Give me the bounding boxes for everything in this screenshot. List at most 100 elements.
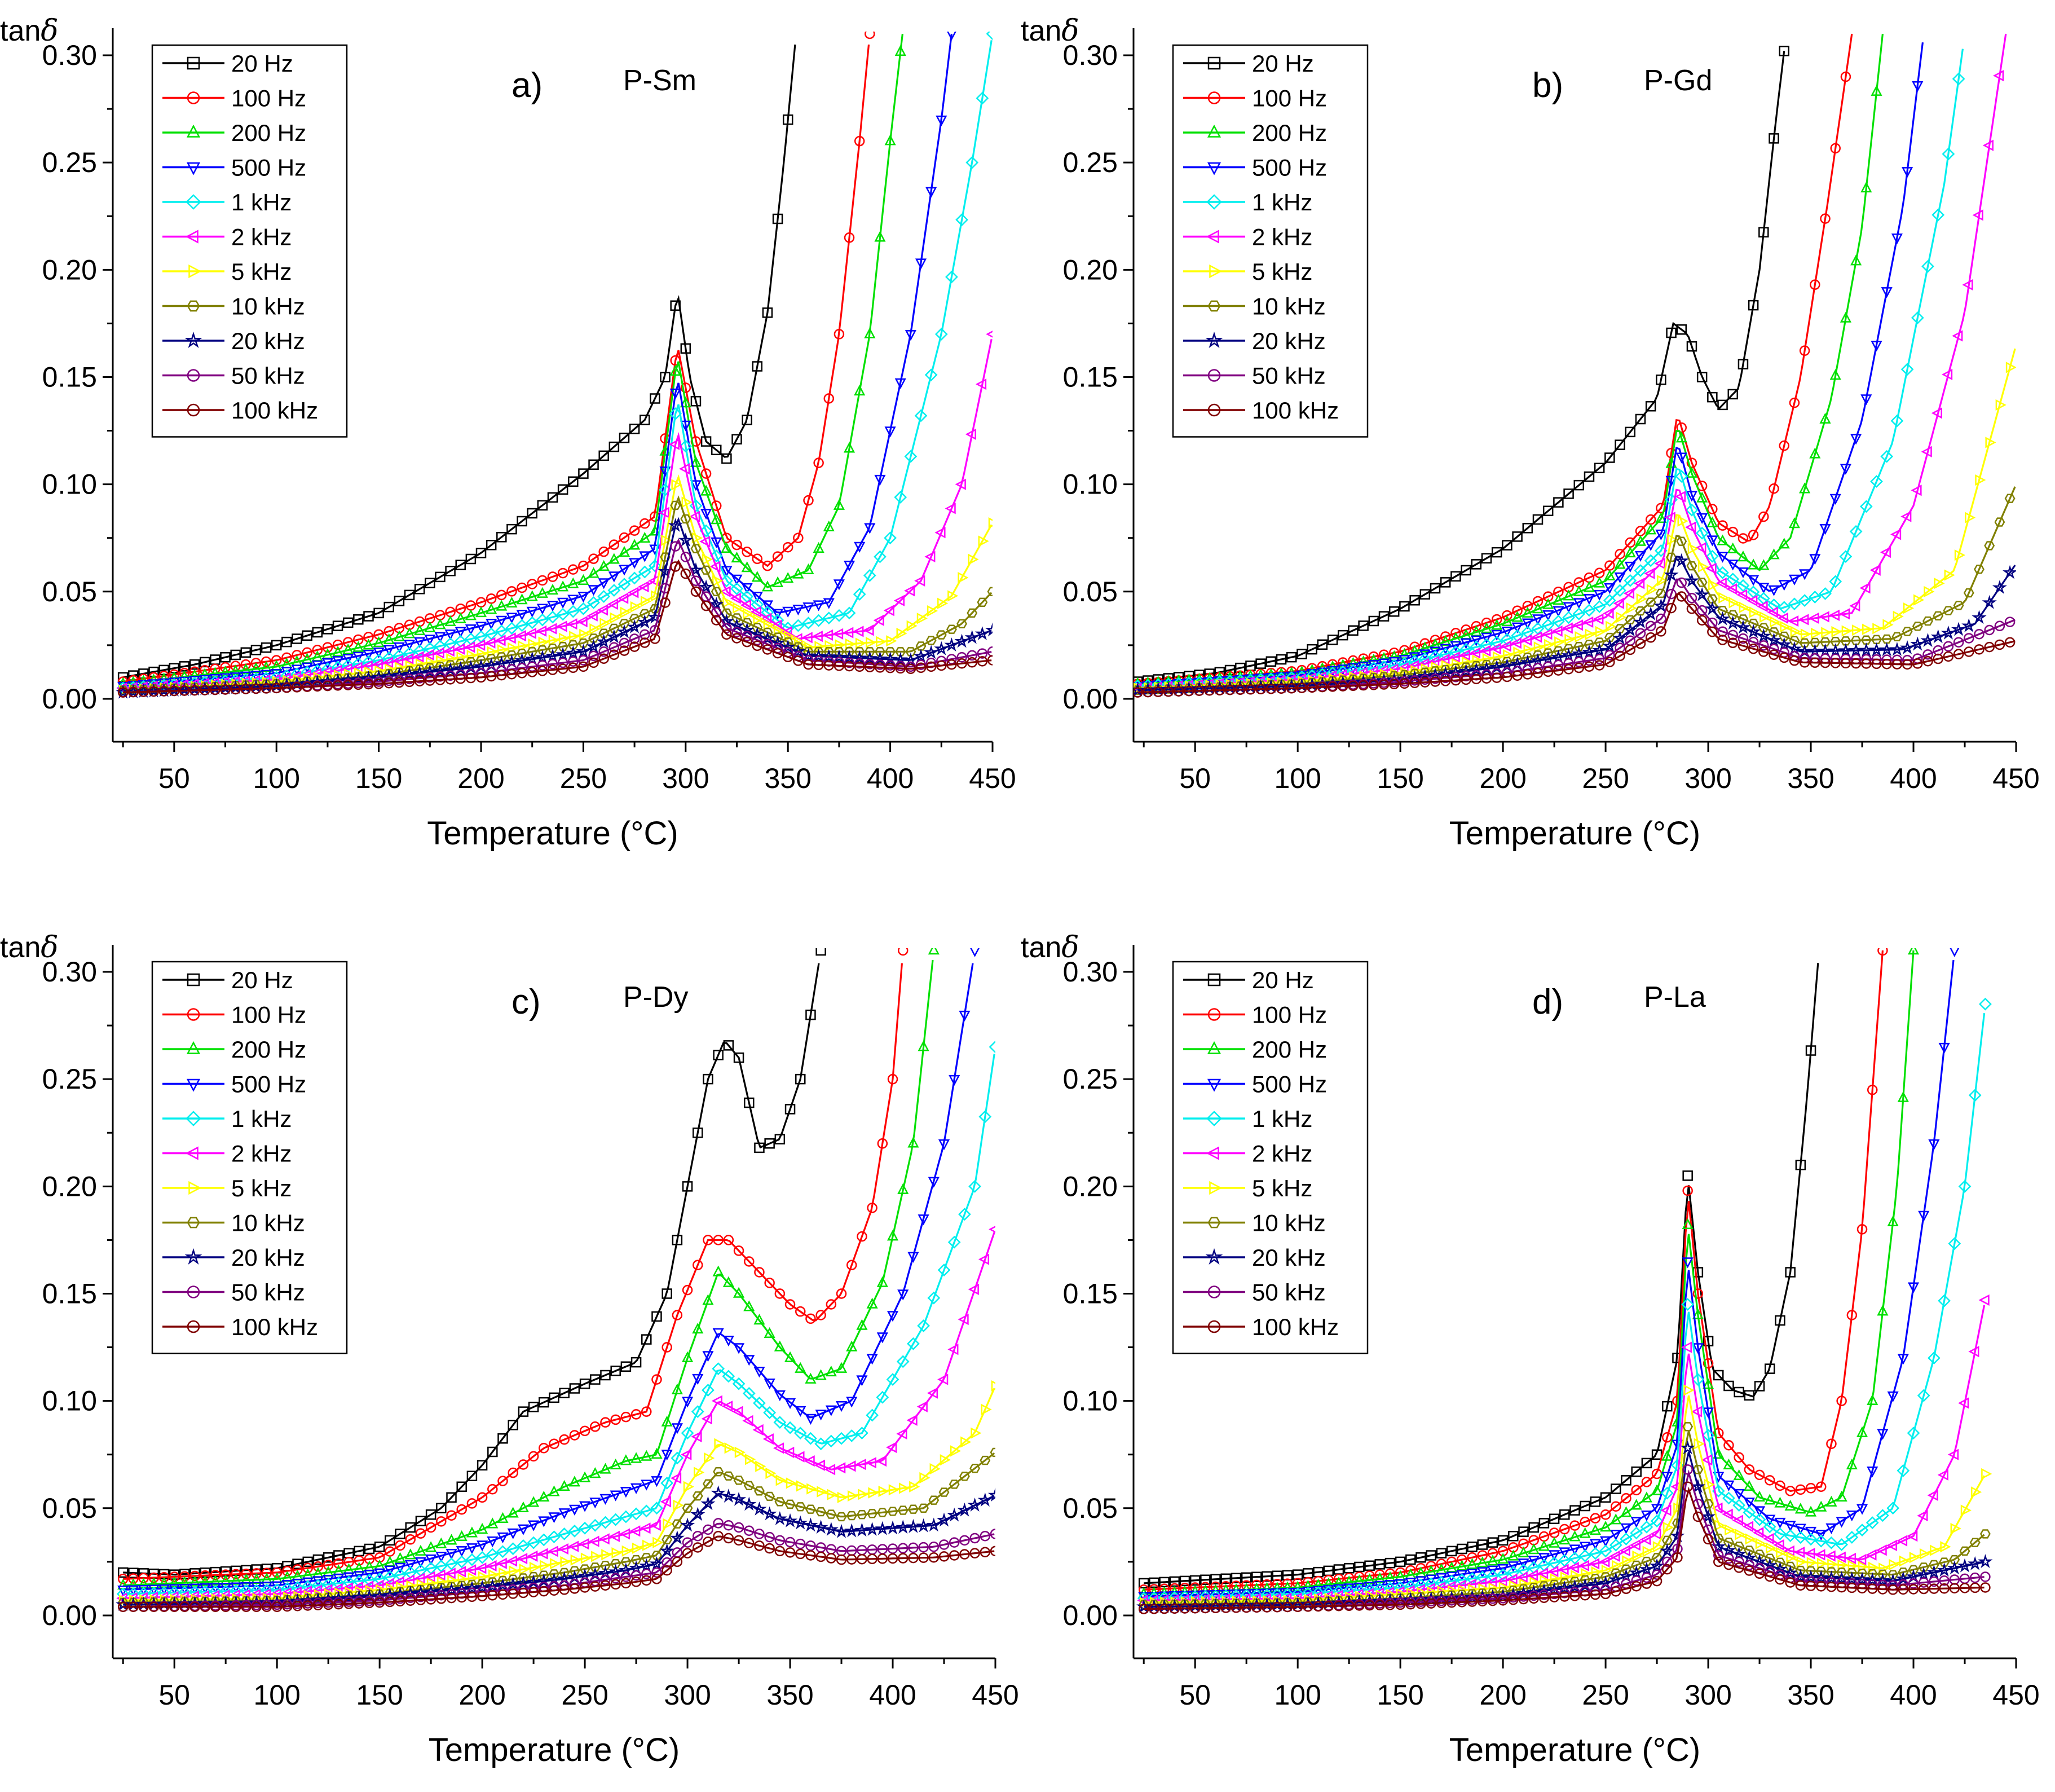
data-point — [515, 1575, 531, 1590]
data-point — [1695, 587, 1710, 601]
data-point — [607, 598, 619, 610]
data-point — [332, 1583, 343, 1595]
data-point — [1716, 577, 1727, 589]
data-point — [1635, 413, 1646, 425]
data-point — [947, 1235, 961, 1249]
data-point — [1682, 1170, 1693, 1181]
data-point — [1810, 657, 1820, 668]
data-point — [918, 1040, 929, 1051]
data-point — [475, 1579, 490, 1594]
data-point — [1775, 1315, 1785, 1326]
data-point — [1378, 679, 1390, 690]
data-point — [867, 1203, 877, 1213]
data-point — [588, 553, 599, 564]
data-point — [1594, 576, 1606, 588]
data-point — [651, 1311, 662, 1322]
data-point — [969, 1463, 981, 1473]
y-tick-label: 0.00 — [1063, 683, 1118, 715]
data-point — [1788, 517, 1801, 529]
data-point — [1934, 578, 1945, 589]
data-point — [1789, 397, 1800, 408]
data-point — [771, 576, 784, 587]
data-point — [1517, 1563, 1530, 1577]
data-point — [1620, 1506, 1632, 1517]
data-point — [1572, 619, 1584, 631]
data-point — [444, 637, 457, 650]
data-point — [813, 600, 824, 611]
legend-label: 1 kHz — [1252, 1106, 1312, 1132]
legend-label: 20 Hz — [231, 967, 293, 993]
data-point — [332, 656, 344, 667]
data-point — [1426, 1550, 1436, 1561]
legend-marker — [188, 264, 202, 279]
data-point — [627, 619, 642, 633]
data-point — [608, 623, 620, 633]
data-point — [435, 571, 446, 583]
data-point — [539, 1443, 549, 1454]
data-point — [985, 622, 993, 637]
data-point — [548, 1485, 560, 1496]
data-point — [772, 551, 783, 562]
data-point — [774, 1535, 786, 1546]
data-point — [703, 1536, 713, 1547]
x-tick-label: 150 — [355, 763, 402, 794]
data-point — [795, 1538, 806, 1549]
data-point — [731, 434, 742, 445]
data-point — [477, 1460, 488, 1470]
data-point — [772, 213, 783, 224]
data-point — [566, 618, 577, 630]
data-point — [320, 673, 335, 688]
data-point — [1532, 614, 1544, 626]
data-point — [393, 630, 405, 641]
data-point — [1825, 1536, 1838, 1549]
data-point — [559, 1568, 570, 1578]
legend-marker — [1207, 1285, 1221, 1298]
data-point — [373, 648, 385, 659]
legend-label: 5 kHz — [1252, 258, 1312, 285]
data-point — [608, 441, 620, 452]
data-point — [610, 612, 621, 624]
data-point — [405, 1522, 416, 1533]
data-point — [148, 672, 159, 683]
data-point — [579, 628, 590, 640]
data-point — [834, 661, 845, 671]
data-point — [1819, 587, 1832, 600]
data-point — [680, 420, 691, 432]
data-point — [1480, 632, 1493, 644]
data-point — [741, 583, 753, 595]
data-point — [210, 654, 221, 665]
data-point — [1255, 658, 1266, 669]
data-point — [1789, 655, 1800, 666]
data-point — [885, 1520, 901, 1535]
data-point — [837, 1491, 848, 1503]
data-point — [940, 1454, 951, 1466]
data-point — [373, 679, 384, 689]
data-point — [1981, 1468, 1992, 1480]
data-point — [1826, 1438, 1837, 1449]
data-point — [496, 652, 507, 662]
data-point — [642, 1539, 654, 1551]
data-point — [1426, 1561, 1436, 1571]
data-point — [742, 415, 752, 425]
panel-label: b) — [1532, 66, 1563, 105]
legend-label: 2 kHz — [1252, 1141, 1312, 1167]
data-point — [1809, 447, 1821, 459]
data-point — [241, 1601, 252, 1612]
data-point — [855, 637, 867, 649]
data-point — [1655, 588, 1666, 598]
data-point — [1643, 606, 1659, 620]
data-point — [384, 1565, 396, 1577]
data-point — [1476, 1567, 1488, 1578]
data-point — [579, 1425, 590, 1437]
data-point — [909, 1481, 920, 1492]
data-point — [1641, 1556, 1652, 1566]
data-point — [1867, 1583, 1878, 1594]
data-point — [1594, 589, 1606, 601]
data-point — [477, 1492, 488, 1503]
data-point — [1871, 658, 1882, 670]
data-point — [403, 653, 414, 664]
data-point — [764, 1543, 775, 1554]
y-tick-label: 0.00 — [42, 1600, 97, 1631]
data-point — [1984, 624, 1995, 636]
data-point — [342, 654, 354, 665]
